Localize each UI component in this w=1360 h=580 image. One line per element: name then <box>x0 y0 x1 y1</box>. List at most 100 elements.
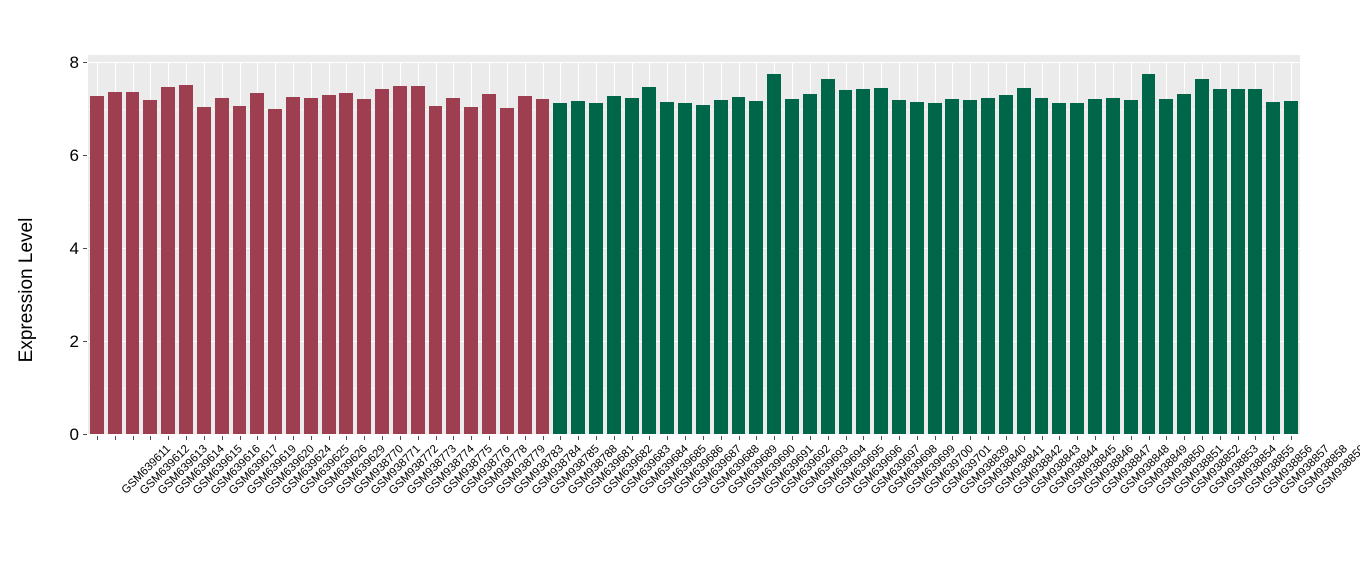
x-axis-tick-mark <box>1059 436 1060 440</box>
bar <box>874 88 889 434</box>
x-axis-tick-mark <box>703 436 704 440</box>
y-axis-tick-mark <box>83 433 87 435</box>
x-axis-tick-mark <box>186 436 187 440</box>
x-axis-tick-mark <box>1184 436 1185 440</box>
bar <box>1052 102 1067 434</box>
x-axis-tick-mark <box>970 436 971 440</box>
x-axis-tick-mark <box>275 436 276 440</box>
x-axis-tick-mark <box>578 436 579 440</box>
x-axis-tick-mark <box>881 436 882 440</box>
bar <box>303 98 318 434</box>
bar <box>1016 87 1031 434</box>
y-axis-tick-label: 8 <box>69 52 79 72</box>
x-axis-tick-mark <box>1220 436 1221 440</box>
x-axis-tick-mark <box>471 436 472 440</box>
x-axis-tick-mark <box>436 436 437 440</box>
bar <box>196 106 211 434</box>
x-axis-tick-mark <box>418 436 419 440</box>
x-axis-tick-mark <box>632 436 633 440</box>
x-axis-tick-mark <box>257 436 258 440</box>
bar <box>731 97 746 434</box>
x-axis-tick-mark <box>240 436 241 440</box>
x-axis-tick-mark <box>400 436 401 440</box>
gridline-minor-horizontal <box>88 387 1300 389</box>
bar <box>1088 99 1102 434</box>
bar <box>499 107 514 434</box>
x-axis-tick-mark <box>168 436 169 440</box>
bar <box>428 105 443 434</box>
x-axis-tick-mark <box>1006 436 1007 440</box>
bar <box>125 91 140 434</box>
bar <box>339 92 354 434</box>
bar <box>767 73 782 434</box>
x-axis-tick-mark <box>133 436 134 440</box>
bar <box>1070 103 1085 434</box>
gridline-minor-horizontal <box>88 108 1300 110</box>
x-axis-tick-mark <box>1113 436 1114 440</box>
x-axis-tick-mark <box>739 436 740 440</box>
x-axis-tick-mark <box>988 436 989 440</box>
bar <box>517 96 532 434</box>
x-axis-tick-mark <box>828 436 829 440</box>
y-axis-tick-label: 4 <box>69 238 79 258</box>
y-axis-tick-mark <box>83 247 87 249</box>
x-axis-tick-mark <box>543 436 544 440</box>
x-axis-tick-mark <box>863 436 864 440</box>
x-axis-tick-mark <box>1095 436 1096 440</box>
bar <box>1141 73 1156 434</box>
x-axis-tick-mark <box>507 436 508 440</box>
x-axis-tick-mark <box>1202 436 1203 440</box>
x-axis-tick-mark <box>97 436 98 440</box>
bar <box>464 107 479 434</box>
bar <box>909 101 924 434</box>
x-axis-tick-mark <box>649 436 650 440</box>
x-axis-tick-mark <box>614 436 615 440</box>
x-axis-tick-mark <box>453 436 454 440</box>
x-axis-tick-mark <box>204 436 205 440</box>
bar <box>1177 93 1192 434</box>
bar <box>1212 89 1227 434</box>
y-axis-tick-mark <box>83 154 87 156</box>
bar <box>981 98 996 434</box>
x-axis-tick-mark <box>489 436 490 440</box>
bar <box>838 89 853 434</box>
bar <box>998 95 1013 434</box>
bar <box>606 96 621 434</box>
bar <box>571 100 586 434</box>
x-axis-tick-mark <box>1273 436 1274 440</box>
bar <box>89 95 104 434</box>
bar <box>392 86 407 434</box>
bar <box>535 99 550 434</box>
x-axis-tick-mark <box>935 436 936 440</box>
x-axis-tick-mark <box>792 436 793 440</box>
x-axis-tick-mark <box>596 436 597 440</box>
x-axis-tick-mark <box>346 436 347 440</box>
x-axis-tick-mark <box>1255 436 1256 440</box>
bar <box>161 87 176 434</box>
bar <box>179 85 193 434</box>
x-axis-tick-mark <box>560 436 561 440</box>
gridline-major-horizontal <box>88 248 1300 249</box>
y-axis-tick-label: 2 <box>69 331 79 351</box>
bar <box>107 92 122 434</box>
x-axis-tick-mark <box>222 436 223 440</box>
bar <box>785 98 799 434</box>
bar <box>1123 100 1138 434</box>
bar <box>286 97 300 434</box>
bar <box>446 97 461 434</box>
x-axis-tick-mark <box>364 436 365 440</box>
bar <box>1105 98 1120 434</box>
x-axis-tick-mark <box>293 436 294 440</box>
bar <box>624 97 639 434</box>
x-axis-tick-mark <box>667 436 668 440</box>
gridline-major-horizontal <box>88 341 1300 342</box>
x-axis-tick-mark <box>525 436 526 440</box>
bar <box>963 100 978 434</box>
plot-panel <box>88 62 1300 434</box>
bar <box>553 102 568 434</box>
bar <box>214 98 229 434</box>
gridline-minor-horizontal <box>88 201 1300 203</box>
bar <box>1248 88 1263 434</box>
bar <box>642 87 657 434</box>
bar <box>1230 88 1245 434</box>
